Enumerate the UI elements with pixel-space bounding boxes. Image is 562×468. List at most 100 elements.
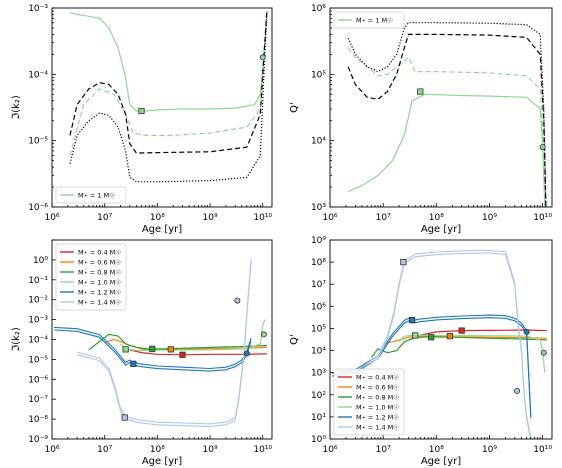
x-tick-label: 10⁹ xyxy=(203,213,218,223)
series-line-2 xyxy=(347,33,547,207)
x-axis-label: Age [yr] xyxy=(142,224,182,235)
legend-label: M⋆ = 1.4 M☉ xyxy=(78,299,121,307)
x-tick-label: 10⁹ xyxy=(482,445,497,455)
x-tick-label: 10⁷ xyxy=(97,445,112,455)
data-marker-6 xyxy=(234,297,241,304)
data-marker-7 xyxy=(243,350,250,357)
y-tick-label: 10⁻³ xyxy=(28,316,48,326)
data-marker-0 xyxy=(138,107,145,115)
panel-bottom-left: 10⁶ 10⁷ 10⁸ 10⁹ 10¹⁰ 10⁻⁹ 10⁻⁸ 10⁻⁷ 10⁻⁶ 10⁻⁵ 10⁻⁴… xyxy=(11,239,273,467)
legend-frame xyxy=(333,11,405,29)
y-tick-label: 10⁻⁴ xyxy=(28,336,48,346)
legend-label: M⋆ = 1.2 M☉ xyxy=(356,414,399,422)
data-marker-6 xyxy=(514,387,521,394)
y-tick-label: 10⁴ xyxy=(311,347,326,357)
x-tick-label: 10⁶ xyxy=(44,213,59,223)
x-tick-label: 10⁶ xyxy=(322,445,337,455)
x-tick-label: 10⁹ xyxy=(482,213,497,223)
plot-frame xyxy=(329,7,553,208)
legend-label: M⋆ = 0.6 M☉ xyxy=(78,259,121,267)
legend: M⋆ = 1 M☉ xyxy=(333,11,405,29)
y-tick-label: 10⁰ xyxy=(311,435,326,445)
data-marker-8 xyxy=(260,331,267,338)
legend-label: M⋆ = 1 M☉ xyxy=(356,17,393,25)
y-tick-label: 10³ xyxy=(311,369,326,379)
data-marker-3 xyxy=(412,332,419,339)
legend-frame xyxy=(333,368,405,436)
y-tick-label: 10⁶ xyxy=(311,302,326,312)
y-tick-label: 10⁻² xyxy=(28,296,48,306)
y-axis-label: ℑ(k₂) xyxy=(11,95,22,120)
y-tick-label: 10⁻⁶ xyxy=(28,203,48,213)
data-marker-4 xyxy=(408,316,416,324)
data-marker-1 xyxy=(167,346,174,353)
y-axis-label: Q' xyxy=(289,102,300,113)
series-group xyxy=(347,22,547,207)
x-tick-label: 10⁶ xyxy=(322,213,337,223)
data-marker-1 xyxy=(446,333,453,340)
data-marker-2 xyxy=(428,334,435,341)
x-axis-label: Age [yr] xyxy=(142,456,182,467)
x-tick-label: 10⁶ xyxy=(44,445,59,455)
panel-top-right: 10⁶ 10⁷ 10⁸ 10⁹ 10¹⁰ 10³ 10⁴ 10⁵ 10⁶ Age [yr] Q' M⋆… xyxy=(289,4,553,235)
data-marker-1 xyxy=(539,144,546,151)
data-marker-8 xyxy=(540,349,547,356)
x-tick-label: 10⁹ xyxy=(203,445,218,455)
plot-frame xyxy=(51,7,273,208)
series-line-3 xyxy=(398,334,546,373)
panel-top-left: 10⁶ 10⁷ 10⁸ 10⁹ 10¹⁰ 10⁻⁶ 10⁻⁵ 10⁻⁴ 10⁻³ Age [yr]… xyxy=(11,4,273,235)
legend-label: M⋆ = 1.0 M☉ xyxy=(356,404,399,412)
series-line-0 xyxy=(347,93,546,207)
y-tick-label: 10⁻⁷ xyxy=(28,395,48,405)
panel-bottom-right: 10⁶ 10⁷ 10⁸ 10⁹ 10¹⁰ 10⁰ 10¹ 10² 10³ 10⁴ 10⁵ 10⁶ 10⁷… xyxy=(289,236,553,467)
y-tick-label: 10⁻⁶ xyxy=(28,375,48,385)
series-line-4-strand-1 xyxy=(54,329,252,372)
series-line-3 xyxy=(69,10,268,183)
series-line-3 xyxy=(120,319,266,352)
x-tick-label: 10⁷ xyxy=(97,213,112,223)
series-line-1 xyxy=(69,10,268,156)
data-marker-7 xyxy=(523,328,530,335)
legend-frame xyxy=(55,186,127,204)
data-marker-0 xyxy=(417,88,424,95)
legend-label: M⋆ = 0.6 M☉ xyxy=(356,384,399,392)
x-axis-label: Age [yr] xyxy=(421,456,461,467)
legend-label: M⋆ = 1.4 M☉ xyxy=(356,424,399,432)
y-tick-label: 10⁵ xyxy=(311,70,326,80)
x-tick-label: 10¹⁰ xyxy=(533,445,552,455)
x-tick-label: 10⁸ xyxy=(150,445,165,455)
y-tick-label: 10⁸ xyxy=(311,258,326,268)
legend-label: M⋆ = 0.4 M☉ xyxy=(356,374,399,382)
y-tick-label: 10⁻¹ xyxy=(28,276,48,286)
data-marker-1 xyxy=(259,54,266,61)
legend-label: M⋆ = 0.8 M☉ xyxy=(78,269,121,277)
series-line-1 xyxy=(383,335,547,345)
data-marker-4 xyxy=(130,360,137,367)
series-line-2 xyxy=(88,333,267,351)
y-tick-label: 10⁹ xyxy=(311,236,326,246)
y-axis-label: Q' xyxy=(289,334,300,345)
y-axis-label: ℑ(k₂) xyxy=(11,327,22,352)
legend-label: M⋆ = 1.0 M☉ xyxy=(78,279,121,287)
legend-label: M⋆ = 1 M☉ xyxy=(78,192,115,200)
y-tick-label: 10¹ xyxy=(311,413,326,423)
x-tick-label: 10⁸ xyxy=(150,213,165,223)
data-marker-0 xyxy=(179,351,186,358)
data-marker-2 xyxy=(149,345,156,352)
series-line-0 xyxy=(69,10,268,112)
legend: M⋆ = 0.4 M☉ M⋆ = 0.6 M☉ M⋆ = 0.8 M☉ M⋆ = 1.… xyxy=(333,368,405,436)
y-tick-label: 10⁻⁸ xyxy=(28,415,48,425)
x-tick-label: 10¹⁰ xyxy=(533,213,552,223)
x-tick-label: 10⁷ xyxy=(376,213,391,223)
data-marker-5 xyxy=(121,414,128,421)
data-marker-5 xyxy=(400,259,407,266)
series-line-5-strand-1 xyxy=(76,261,252,427)
y-tick-label: 10² xyxy=(311,391,326,401)
series-line-5-strand-1 xyxy=(355,252,532,439)
series-line-1 xyxy=(347,47,547,207)
legend-frame xyxy=(55,243,127,311)
y-tick-label: 10⁵ xyxy=(311,324,326,334)
x-tick-label: 10⁸ xyxy=(429,213,444,223)
data-marker-3 xyxy=(122,346,129,353)
